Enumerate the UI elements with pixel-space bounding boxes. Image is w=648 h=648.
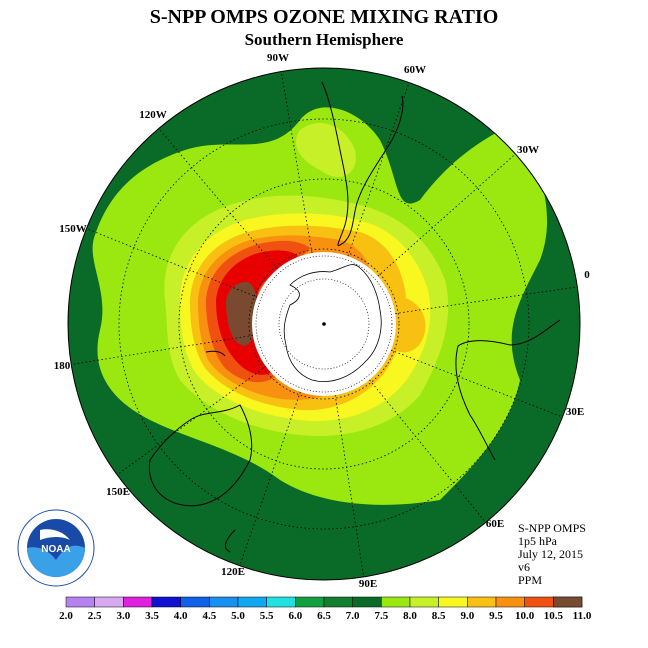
colorbar-swatch <box>524 596 554 608</box>
lon-label-30w: 30W <box>517 144 539 156</box>
lon-label-150e: 150E <box>106 486 130 498</box>
lon-label-0: 0 <box>584 269 590 281</box>
colorbar-tick-label: 8.0 <box>403 610 417 622</box>
colorbar-swatch <box>266 596 296 608</box>
lon-label-60e: 60E <box>486 518 504 530</box>
info-level: 1p5 hPa <box>518 534 557 548</box>
colorbar-swatch <box>94 596 124 608</box>
colorbar-swatch <box>409 596 439 608</box>
colorbar-swatch <box>237 596 267 608</box>
colorbar-swatch <box>438 596 468 608</box>
colorbar-tick-label: 10.0 <box>515 610 535 622</box>
info-date: July 12, 2015 <box>518 547 584 561</box>
colorbar-tick-label: 2.5 <box>88 610 102 622</box>
colorbar-tick-label: 9.5 <box>489 610 503 622</box>
map-title: S-NPP OMPS OZONE MIXING RATIO <box>149 6 499 28</box>
colorbar-swatch <box>180 596 210 608</box>
colorbar-tick-label: 5.5 <box>260 610 274 622</box>
colorbar-swatch <box>65 596 95 608</box>
info-instrument: S-NPP OMPS <box>518 521 586 535</box>
colorbar-tick-label: 10.5 <box>544 610 564 622</box>
coastlines <box>148 81 561 553</box>
colorbar-tick-label: 4.5 <box>202 610 216 622</box>
colorbar-tick-label: 5.0 <box>231 610 245 622</box>
lon-label-60w: 60W <box>404 64 426 76</box>
colorbar-swatch <box>123 596 153 608</box>
colorbar-swatch <box>352 596 382 608</box>
colorbar-swatch <box>467 596 497 608</box>
colorbar-swatch <box>553 596 583 608</box>
lon-label-90e: 90E <box>359 578 377 590</box>
map-border <box>67 67 581 581</box>
colorbar-tick-label: 7.0 <box>346 610 360 622</box>
noaa-logo-text: NOAA <box>41 544 70 555</box>
colorbar-swatch <box>151 596 181 608</box>
noaa-logo: NOAA <box>17 509 95 587</box>
colorbar-tick-label: 3.5 <box>145 610 159 622</box>
ozone-field <box>68 68 580 580</box>
colorbar-tick-label: 7.5 <box>374 610 388 622</box>
colorbar-tick-label: 2.0 <box>59 610 73 622</box>
antarctica-outline <box>283 264 382 382</box>
colorbar-swatch <box>323 596 353 608</box>
lon-label-150w: 150W <box>59 223 87 235</box>
colorbar-swatch <box>495 596 525 608</box>
longitude-labels: 90W 60W 30W 0 30E 60E 90E 120E 150E 180 … <box>54 52 591 590</box>
info-version: v6 <box>518 560 530 574</box>
lon-label-30e: 30E <box>566 406 584 418</box>
colorbar-tick-label: 8.5 <box>432 610 446 622</box>
info-units: PPM <box>518 573 543 587</box>
colorbar-swatch <box>381 596 411 608</box>
lon-label-90w: 90W <box>267 52 289 64</box>
colorbar-swatch <box>209 596 239 608</box>
colorbar-tick-label: 6.0 <box>288 610 302 622</box>
south-pole-dot <box>322 322 326 326</box>
colorbar-tick-label: 6.5 <box>317 610 331 622</box>
map-subtitle: Southern Hemisphere <box>244 30 404 49</box>
lon-label-180: 180 <box>54 360 71 372</box>
colorbar-swatch <box>295 596 325 608</box>
colorbar: 2.0 2.5 3.0 3.5 4.0 4.5 5.0 5.5 6.0 6.5 7.0 7.5 8.0 8… <box>59 596 592 622</box>
colorbar-tick-label: 9.0 <box>460 610 474 622</box>
latitude-circles <box>118 118 530 530</box>
colorbar-tick-label: 4.0 <box>174 610 188 622</box>
colorbar-tick-label: 3.0 <box>116 610 130 622</box>
colorbar-tick-label: 11.0 <box>573 610 592 622</box>
lon-label-120w: 120W <box>139 109 167 121</box>
lon-label-120e: 120E <box>221 566 245 578</box>
